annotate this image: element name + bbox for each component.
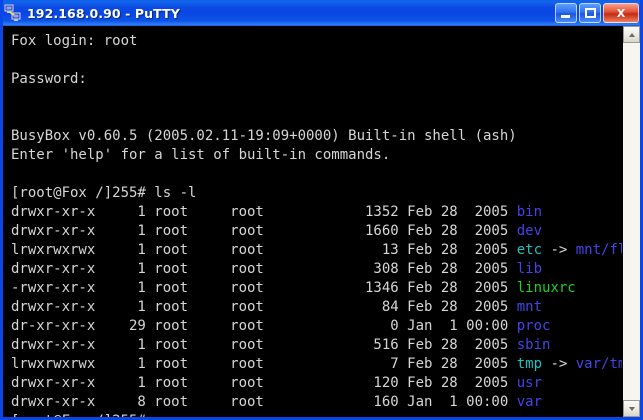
window-title: 192.168.0.90 - PuTTY (27, 5, 180, 21)
scroll-up-button[interactable] (623, 26, 640, 43)
listing-row: dr-xr-xr-x 29 root root 0 Jan 1 00:00 pr… (11, 317, 622, 336)
listing-name: dev (516, 223, 543, 239)
listing-meta: drwxr-xr-x 1 root root 1352 Feb 28 2005 (11, 204, 517, 220)
scrollbar-track[interactable] (623, 43, 640, 400)
listing-name: lib (516, 261, 543, 277)
terminal-screen[interactable]: Fox login: root Password: BusyBox v0.60.5 … (3, 26, 622, 417)
listing-arrow: -> (542, 356, 576, 372)
listing-arrow: -> (542, 242, 576, 258)
password-line-text: Password: (11, 71, 87, 87)
listing-meta: lrwxrwxrwx 1 root root 7 Feb 28 2005 (11, 356, 517, 372)
listing-name: etc (516, 242, 543, 258)
command-line: [root@Fox /]255# ls -l (11, 184, 622, 203)
listing-row: drwxr-xr-x 1 root root 120 Feb 28 2005 u… (11, 374, 622, 393)
listing-row: drwxr-xr-x 1 root root 1352 Feb 28 2005 … (11, 203, 622, 222)
listing-meta: -rwxr-xr-x 1 root root 1346 Feb 28 2005 (11, 280, 517, 296)
listing-meta: drwxr-xr-x 1 root root 308 Feb 28 2005 (11, 261, 517, 277)
help-hint-text: Enter 'help' for a list of built-in comm… (11, 147, 391, 163)
terminal-scrollbar[interactable] (622, 26, 640, 417)
busybox-banner-text: BusyBox v0.60.5 (2005.02.11-19:09+0000) … (11, 128, 517, 144)
listing-name: sbin (516, 337, 551, 353)
listing-meta: drwxr-xr-x 1 root root 516 Feb 28 2005 (11, 337, 517, 353)
listing-row: drwxr-xr-x 1 root root 84 Feb 28 2005 mn… (11, 298, 622, 317)
scroll-down-button[interactable] (623, 400, 640, 417)
chevron-up-icon (628, 32, 635, 37)
listing-row: -rwxr-xr-x 1 root root 1346 Feb 28 2005 … (11, 279, 622, 298)
listing-row: drwxr-xr-x 1 root root 516 Feb 28 2005 s… (11, 336, 622, 355)
close-button[interactable]: X (603, 3, 639, 23)
listing-row: drwxr-xr-x 1 root root 1660 Feb 28 2005 … (11, 222, 622, 241)
listing-name: bin (516, 204, 543, 220)
listing-meta: drwxr-xr-x 1 root root 120 Feb 28 2005 (11, 375, 517, 391)
prompt-idle: [root@Fox /]255# (11, 412, 622, 417)
listing-meta: dr-xr-xr-x 29 root root 0 Jan 1 00:00 (11, 318, 517, 334)
help-hint: Enter 'help' for a list of built-in comm… (11, 146, 622, 165)
listing-row: drwxr-xr-x 8 root root 160 Jan 1 00:00 v… (11, 393, 622, 412)
listing-name: proc (516, 318, 551, 334)
listing-meta: drwxr-xr-x 1 root root 1660 Feb 28 2005 (11, 223, 517, 239)
terminal-area: Fox login: root Password: BusyBox v0.60.5 … (3, 26, 640, 417)
blank-4 (11, 165, 622, 184)
listing-name: linuxrc (516, 280, 576, 296)
minimize-button[interactable] (555, 3, 577, 23)
login-line: Fox login: root (11, 32, 622, 51)
blank-3 (11, 108, 622, 127)
password-line: Password: (11, 70, 622, 89)
prompt-idle-text: [root@Fox /]255# (11, 413, 146, 417)
minimize-icon (561, 15, 570, 18)
listing-name: tmp (516, 356, 543, 372)
listing-meta: drwxr-xr-x 1 root root 84 Feb 28 2005 (11, 299, 517, 315)
putty-icon (4, 4, 22, 22)
listing-name: var (516, 394, 543, 410)
listing-target: mnt/flash/etc (575, 242, 622, 258)
listing-name: mnt (516, 299, 543, 315)
chevron-down-icon (628, 406, 635, 411)
maximize-icon (585, 8, 596, 18)
listing-meta: lrwxrwxrwx 1 root root 13 Feb 28 2005 (11, 242, 517, 258)
window-controls: X (555, 3, 639, 23)
command-line-text: [root@Fox /]255# ls -l (11, 185, 197, 201)
listing-target: var/tmp (575, 356, 622, 372)
blank-1 (11, 51, 622, 70)
listing-name: usr (516, 375, 543, 391)
listing-row: drwxr-xr-x 1 root root 308 Feb 28 2005 l… (11, 260, 622, 279)
login-line-text: Fox login: root (11, 33, 138, 49)
busybox-banner: BusyBox v0.60.5 (2005.02.11-19:09+0000) … (11, 127, 622, 146)
listing-row: lrwxrwxrwx 1 root root 13 Feb 28 2005 et… (11, 241, 622, 260)
title-bar[interactable]: 192.168.0.90 - PuTTY X (3, 0, 640, 26)
listing-row: lrwxrwxrwx 1 root root 7 Feb 28 2005 tmp… (11, 355, 622, 374)
listing-meta: drwxr-xr-x 8 root root 160 Jan 1 00:00 (11, 394, 517, 410)
close-icon: X (616, 6, 626, 20)
blank-2 (11, 89, 622, 108)
maximize-button[interactable] (579, 3, 601, 23)
